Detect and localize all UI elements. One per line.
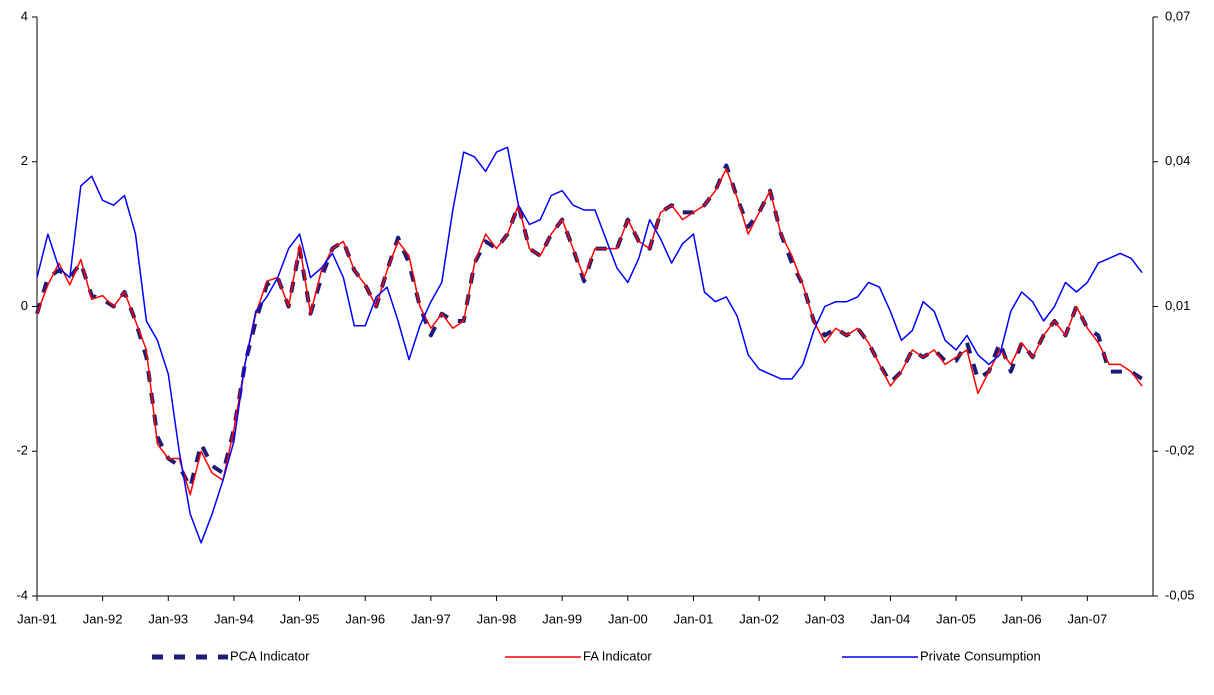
x-tick-label: Jan-95 — [280, 611, 320, 626]
x-tick-label: Jan-94 — [214, 611, 254, 626]
y2-tick-label: 0,01 — [1165, 298, 1190, 313]
y2-tick-label: 0,07 — [1165, 8, 1190, 23]
x-tick-label: Jan-03 — [805, 611, 845, 626]
y-tick-label: 2 — [21, 153, 28, 168]
x-tick-label: Jan-00 — [608, 611, 648, 626]
x-tick-label: Jan-93 — [148, 611, 188, 626]
y2-tick-label: -0,02 — [1165, 443, 1195, 458]
x-tick-label: Jan-96 — [345, 611, 385, 626]
y2-tick-label: -0,05 — [1165, 587, 1195, 602]
x-tick-label: Jan-91 — [17, 611, 57, 626]
x-tick-label: Jan-01 — [674, 611, 714, 626]
series-line — [36, 146, 1143, 544]
x-tick-label: Jan-06 — [1002, 611, 1042, 626]
y-tick-label: -4 — [16, 587, 28, 602]
series-line — [35, 163, 1144, 490]
y-tick-label: -2 — [16, 443, 28, 458]
x-tick-label: Jan-04 — [871, 611, 911, 626]
y2-tick-label: 0,04 — [1165, 153, 1190, 168]
x-tick-label: Jan-02 — [739, 611, 779, 626]
y-tick-label: 4 — [21, 8, 28, 23]
x-tick-label: Jan-05 — [936, 611, 976, 626]
x-tick-label: Jan-92 — [83, 611, 123, 626]
legend-label: FA Indicator — [583, 648, 652, 663]
x-tick-label: Jan-98 — [477, 611, 517, 626]
y-tick-label: 0 — [21, 298, 28, 313]
legend-label: PCA Indicator — [230, 648, 310, 663]
x-tick-label: Jan-99 — [542, 611, 582, 626]
x-tick-label: Jan-07 — [1067, 611, 1107, 626]
x-tick-label: Jan-97 — [411, 611, 451, 626]
legend-label: Private Consumption — [920, 648, 1041, 663]
series-line — [36, 168, 1143, 496]
